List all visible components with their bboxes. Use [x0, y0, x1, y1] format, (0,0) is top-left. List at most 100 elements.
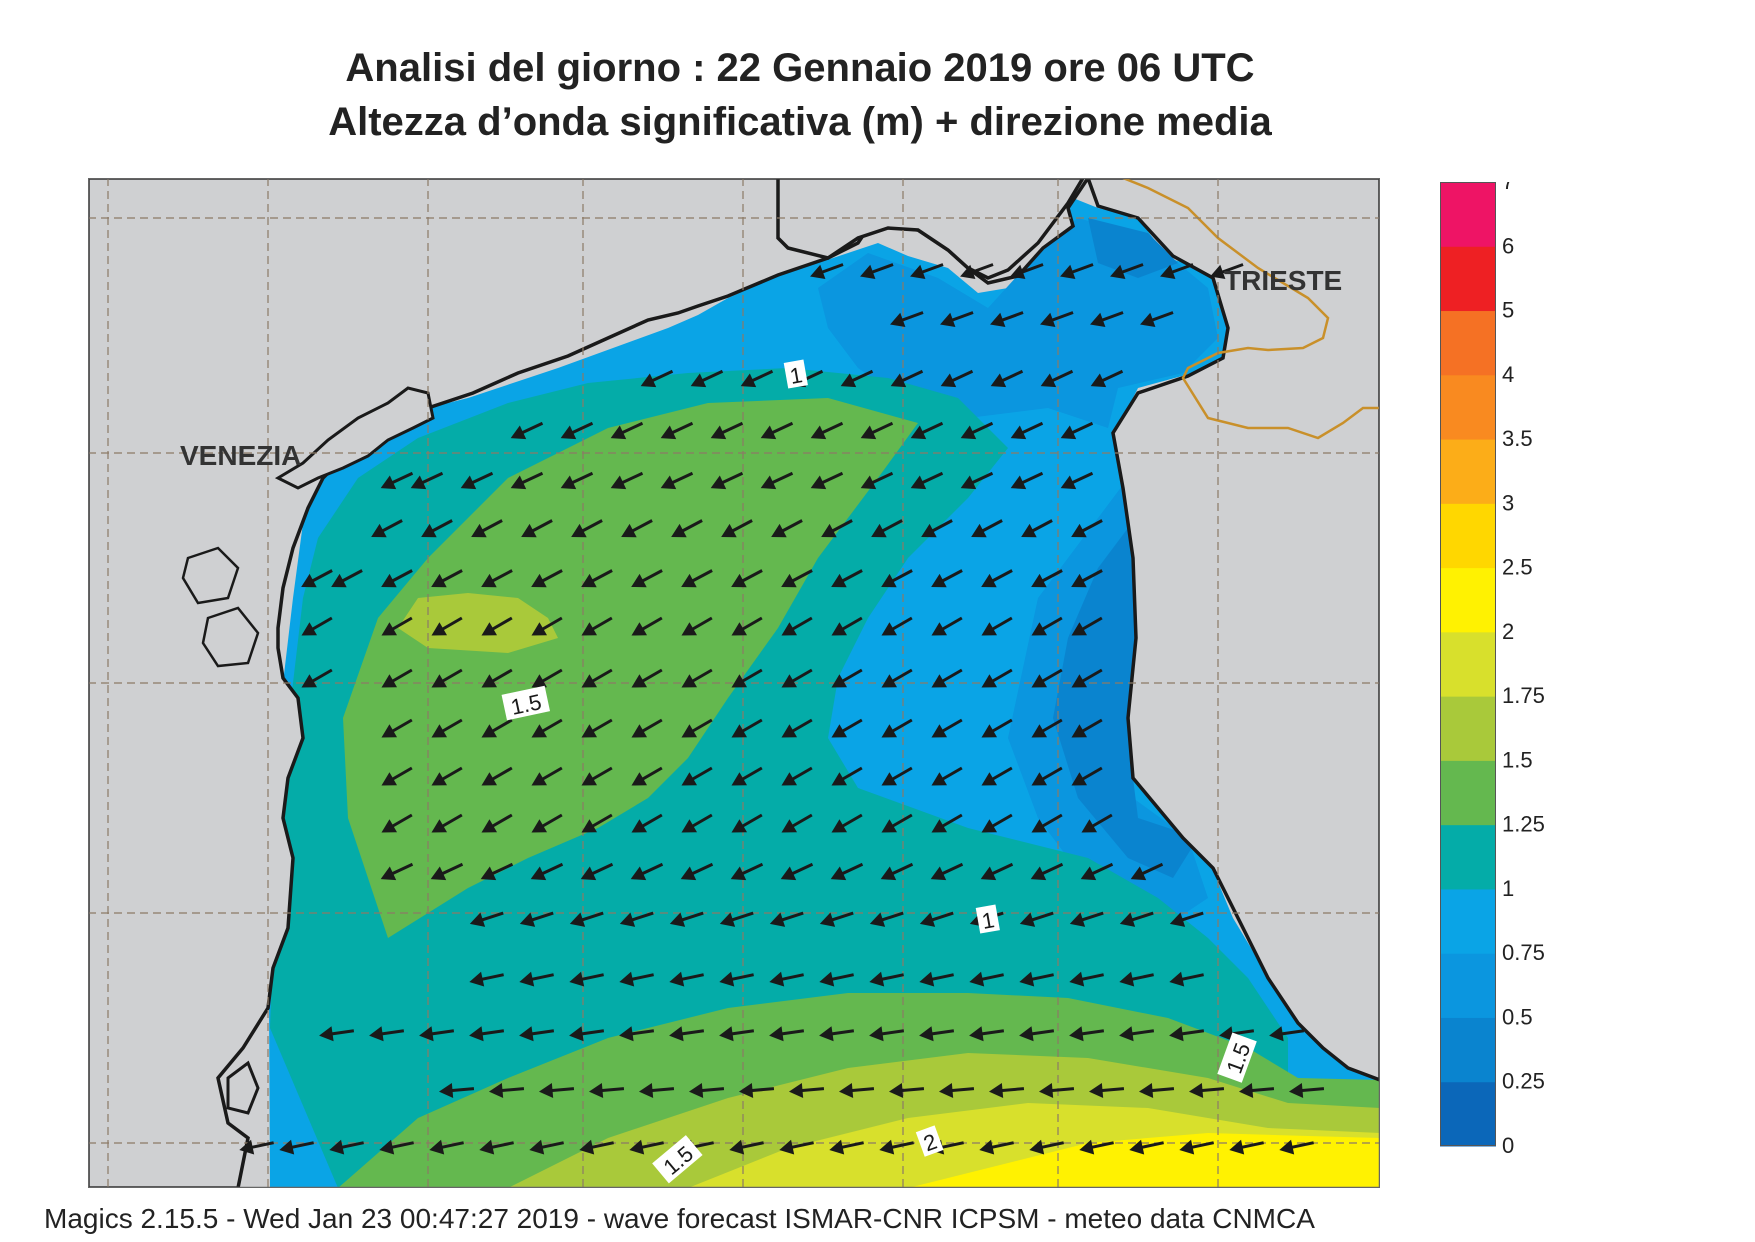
legend-tick-label: 0.5 [1502, 1004, 1533, 1029]
wave-arrow [521, 519, 553, 538]
wave-arrow [781, 616, 813, 636]
wave-arrow [1179, 1139, 1214, 1155]
wave-arrow [471, 519, 503, 538]
wave-arrow [810, 471, 844, 490]
wave-arrow [830, 862, 864, 881]
wave-arrow [1119, 1026, 1155, 1042]
wave-arrow [890, 311, 924, 327]
lagoon-island [274, 386, 435, 490]
wave-arrow [660, 421, 694, 440]
wave-arrow [481, 813, 513, 833]
wave-arrow [331, 569, 363, 588]
legend-color-band [1440, 374, 1496, 440]
map-title: Analisi del giorno : 22 Gennaio 2019 ore… [345, 46, 1255, 90]
wave-arrow [880, 862, 914, 881]
wave-arrow [1038, 1082, 1075, 1098]
wave-arrow [1040, 369, 1074, 388]
wave-arrow [1169, 911, 1204, 927]
wave-arrow [1079, 1139, 1114, 1155]
wave-arrow [890, 369, 924, 388]
legend-tick-label: 1.5 [1502, 747, 1533, 772]
wave-arrow [980, 862, 1014, 881]
map-subtitle: Altezza d’onda significativa (m) + direz… [328, 100, 1272, 144]
wave-arrow [1129, 1139, 1164, 1155]
wave-arrow [1069, 911, 1104, 927]
band-0.25-north [1088, 218, 1178, 278]
wave-arrow [419, 1026, 455, 1042]
legend-tick-label: 0.75 [1502, 940, 1545, 965]
wave-arrow [301, 668, 333, 688]
wave-arrow [669, 971, 704, 987]
wave-arrow [431, 813, 463, 833]
wave-arrow [529, 1139, 564, 1155]
wave-arrow [910, 263, 944, 279]
wave-arrow [1031, 813, 1063, 833]
wave-arrow [990, 311, 1024, 327]
wave-arrow [1169, 1026, 1205, 1042]
wave-arrow [581, 668, 613, 688]
band-2-south [908, 1133, 1380, 1188]
wave-arrow [510, 421, 544, 440]
legend-color-band [1440, 824, 1496, 890]
contour-label-text: 1 [788, 362, 804, 389]
wave-arrow [530, 862, 564, 881]
wave-arrow [1069, 971, 1104, 987]
wave-arrow [640, 369, 674, 388]
city-label-trieste: TRIESTE [1224, 265, 1342, 296]
wave-arrow [480, 862, 514, 881]
wave-arrow [1269, 1026, 1305, 1042]
legend-color-band [1440, 696, 1496, 761]
wave-arrow [860, 263, 894, 279]
wave-arrow [1031, 569, 1063, 588]
wave-arrow [569, 1026, 605, 1042]
wave-arrow [831, 668, 863, 688]
wave-arrow [588, 1082, 625, 1098]
wave-arrow [910, 421, 944, 440]
wave-arrow [969, 1026, 1005, 1042]
wave-arrow [610, 471, 644, 490]
wave-arrow [680, 862, 714, 881]
wave-arrow [669, 911, 704, 927]
wave-arrow [881, 668, 913, 688]
wave-arrow [1119, 911, 1154, 927]
wave-arrow [1071, 616, 1103, 636]
wave-arrow [469, 971, 504, 987]
wave-arrow [931, 718, 963, 738]
wave-arrow [681, 813, 713, 833]
wave-arrow [719, 971, 754, 987]
wave-arrow [660, 471, 694, 490]
wave-arrow [581, 813, 613, 833]
wave-arrow [430, 862, 464, 881]
wave-arrow [769, 1026, 805, 1042]
legend-frame [1440, 182, 1496, 1146]
wave-arrow [1288, 1082, 1325, 1098]
wave-arrow [981, 813, 1013, 833]
wave-arrow [1019, 1026, 1055, 1042]
wave-arrow [460, 471, 494, 490]
wave-arrow [981, 569, 1013, 588]
wave-arrow [629, 1139, 664, 1155]
legend-color-band [1440, 182, 1496, 247]
footer-credits: Magics 2.15.5 - Wed Jan 23 00:47:27 2019… [44, 1203, 1315, 1234]
border-line [1122, 178, 1380, 440]
wave-arrow [481, 668, 513, 688]
wave-arrow [1019, 911, 1054, 927]
legend-color-band [1440, 567, 1496, 633]
wave-arrow [729, 1139, 764, 1155]
wave-arrow [431, 718, 463, 738]
wave-arrow [869, 911, 904, 927]
wave-arrow [638, 1082, 675, 1098]
wave-arrow [979, 1139, 1014, 1155]
wave-arrow [819, 1026, 855, 1042]
wave-arrow [1071, 766, 1103, 786]
contour-label: 1 [783, 359, 808, 389]
wave-arrow [1010, 263, 1044, 279]
wave-arrow [1160, 263, 1194, 279]
legend-tick-label: 2 [1502, 619, 1514, 644]
wave-arrow [1069, 1026, 1105, 1042]
wave-arrow [319, 1026, 355, 1042]
wave-arrow [960, 421, 994, 440]
wave-arrow [860, 421, 894, 440]
band-0.25 [1053, 528, 1198, 878]
wave-arrow [831, 766, 863, 786]
